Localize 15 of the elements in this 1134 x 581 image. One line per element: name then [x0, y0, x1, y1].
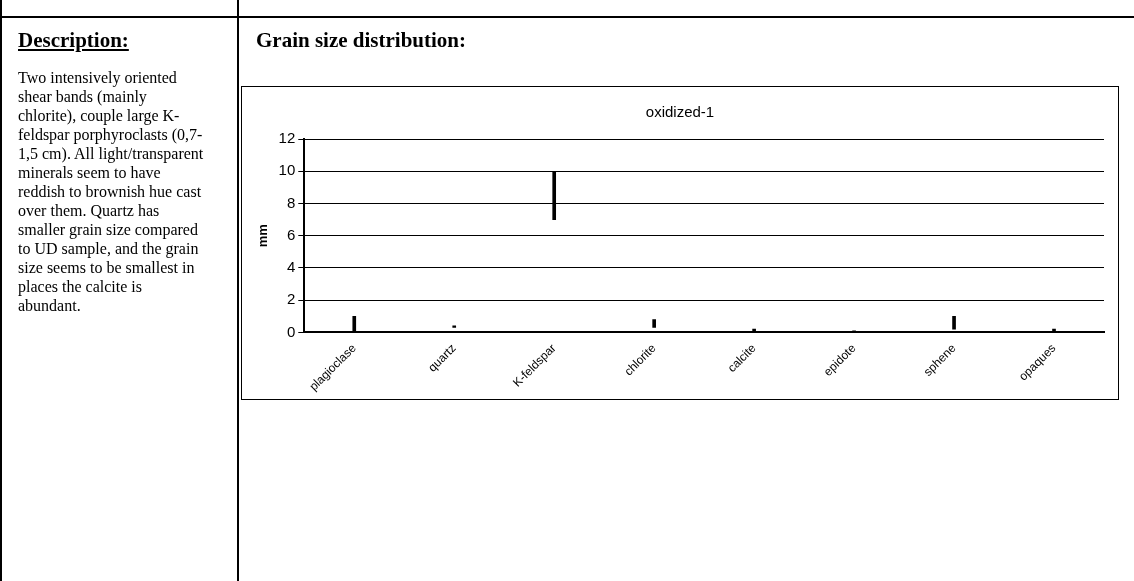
y-tick-label: 4 — [286, 258, 296, 276]
y-tick-label: 6 — [286, 225, 296, 243]
y-tick-label: 0 — [286, 322, 296, 340]
chart-title: oxidized-1 — [644, 103, 716, 120]
y-tick-label: 12 — [278, 129, 296, 147]
text: Description: — [18, 28, 129, 53]
bar — [652, 319, 656, 328]
text: Grain size distribution: — [256, 28, 467, 53]
y-tick-label: 10 — [278, 161, 296, 179]
bar — [952, 315, 956, 330]
y-tick-label: 2 — [286, 290, 296, 308]
y-tick-label: 8 — [286, 193, 296, 211]
text: Two intensively oriented shear bands (mainly chlorite), couple large K-feldspar porphyroclasts (0,7-1,5 cm). All light/transparent minerals seem to have reddish to brownish hue cast over them. Quartz has smaller grain size compared to UD sample, and the grain size seems to be smallest in places the calcite is abundant. — [18, 69, 204, 314]
y-axis-title: mm — [255, 224, 271, 248]
bar — [452, 325, 457, 328]
